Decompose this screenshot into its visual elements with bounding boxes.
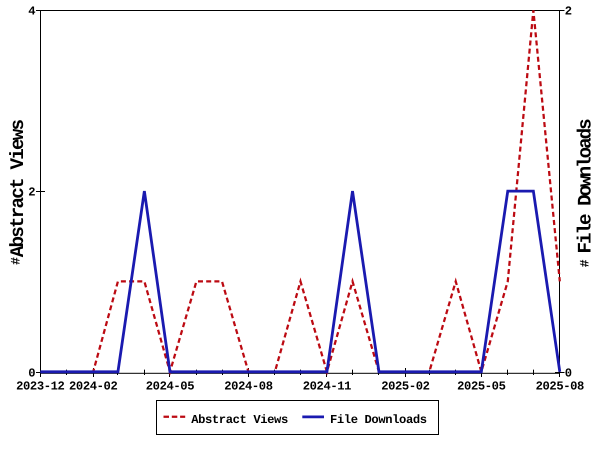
svg-text:2023-12: 2023-12 (16, 380, 64, 394)
svg-text:2025-05: 2025-05 (457, 380, 505, 394)
svg-text:File Downloads: File Downloads (574, 119, 596, 254)
svg-text:2024-11: 2024-11 (303, 380, 351, 394)
svg-text:2024-05: 2024-05 (146, 380, 194, 394)
svg-text:0: 0 (28, 367, 35, 381)
svg-text:2024-08: 2024-08 (224, 380, 272, 394)
svg-text:2: 2 (28, 185, 35, 199)
svg-text:2025-02: 2025-02 (381, 380, 429, 394)
svg-text:#: # (9, 257, 24, 265)
svg-text:Abstract Views: Abstract Views (191, 413, 288, 427)
svg-text:4: 4 (28, 4, 35, 18)
svg-text:2024-02: 2024-02 (69, 380, 117, 394)
svg-text:#: # (578, 259, 593, 267)
svg-text:2: 2 (565, 4, 572, 18)
svg-text:Abstract Views: Abstract Views (7, 119, 29, 257)
svg-text:File Downloads: File Downloads (330, 413, 427, 427)
svg-text:2025-08: 2025-08 (536, 380, 584, 394)
svg-text:0: 0 (565, 367, 572, 381)
